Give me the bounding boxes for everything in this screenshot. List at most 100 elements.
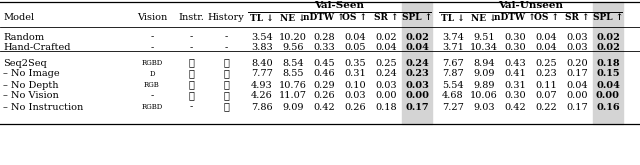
Text: 9.56: 9.56 xyxy=(282,44,304,52)
Text: 0.04: 0.04 xyxy=(405,44,429,52)
Text: 0.25: 0.25 xyxy=(535,59,557,67)
Text: RGB: RGB xyxy=(144,81,160,89)
Text: 10.34: 10.34 xyxy=(470,44,498,52)
Bar xyxy=(593,2,623,124)
Text: 0.04: 0.04 xyxy=(344,33,366,42)
Text: 3.83: 3.83 xyxy=(251,44,273,52)
Text: 11.07: 11.07 xyxy=(279,92,307,100)
Text: 7.87: 7.87 xyxy=(442,69,464,79)
Text: 0.02: 0.02 xyxy=(375,33,397,42)
Text: Instr.: Instr. xyxy=(178,14,204,22)
Text: 0.17: 0.17 xyxy=(566,102,588,112)
Text: – No Vision: – No Vision xyxy=(3,92,59,100)
Text: -: - xyxy=(150,44,154,52)
Text: 0.04: 0.04 xyxy=(596,81,620,89)
Text: 0.15: 0.15 xyxy=(596,69,620,79)
Text: 0.16: 0.16 xyxy=(596,102,620,112)
Text: 7.77: 7.77 xyxy=(251,69,273,79)
Text: NE ↓: NE ↓ xyxy=(280,14,306,22)
Text: 8.40: 8.40 xyxy=(251,59,273,67)
Text: 0.24: 0.24 xyxy=(405,59,429,67)
Text: 10.20: 10.20 xyxy=(279,33,307,42)
Text: ✓: ✓ xyxy=(188,69,194,79)
Text: 0.04: 0.04 xyxy=(566,81,588,89)
Text: 9.09: 9.09 xyxy=(282,102,304,112)
Text: 0.35: 0.35 xyxy=(344,59,366,67)
Text: 0.22: 0.22 xyxy=(535,102,557,112)
Text: 0.25: 0.25 xyxy=(375,59,397,67)
Text: 0.02: 0.02 xyxy=(596,44,620,52)
Text: 10.76: 10.76 xyxy=(279,81,307,89)
Text: 0.18: 0.18 xyxy=(596,59,620,67)
Text: 0.00: 0.00 xyxy=(566,92,588,100)
Text: D: D xyxy=(149,70,155,78)
Text: 0.42: 0.42 xyxy=(313,102,335,112)
Text: 9.51: 9.51 xyxy=(473,33,495,42)
Text: 3.71: 3.71 xyxy=(442,44,464,52)
Text: 0.04: 0.04 xyxy=(535,44,557,52)
Text: 0.00: 0.00 xyxy=(405,92,429,100)
Text: 0.46: 0.46 xyxy=(313,69,335,79)
Text: -: - xyxy=(189,44,193,52)
Text: -: - xyxy=(150,33,154,42)
Text: SR ↑: SR ↑ xyxy=(374,14,398,22)
Text: 0.43: 0.43 xyxy=(504,59,526,67)
Text: 8.94: 8.94 xyxy=(473,59,495,67)
Text: 0.45: 0.45 xyxy=(313,59,335,67)
Text: 0.31: 0.31 xyxy=(344,69,366,79)
Text: -: - xyxy=(225,44,228,52)
Text: Model: Model xyxy=(3,14,34,22)
Text: 0.07: 0.07 xyxy=(535,92,557,100)
Text: TL ↓: TL ↓ xyxy=(250,14,274,22)
Text: 0.02: 0.02 xyxy=(596,33,620,42)
Text: ✓: ✓ xyxy=(223,81,229,89)
Text: 0.26: 0.26 xyxy=(344,102,366,112)
Text: 0.30: 0.30 xyxy=(504,33,526,42)
Text: SR ↑: SR ↑ xyxy=(564,14,589,22)
Text: TL ↓: TL ↓ xyxy=(441,14,465,22)
Text: RGBD: RGBD xyxy=(141,59,163,67)
Text: SPL ↑: SPL ↑ xyxy=(402,14,432,22)
Text: 0.03: 0.03 xyxy=(566,44,588,52)
Text: 9.89: 9.89 xyxy=(473,81,495,89)
Text: -: - xyxy=(189,33,193,42)
Text: 0.42: 0.42 xyxy=(504,102,526,112)
Text: 4.93: 4.93 xyxy=(251,81,273,89)
Text: Val-Seen: Val-Seen xyxy=(314,1,365,11)
Text: 0.23: 0.23 xyxy=(405,69,429,79)
Text: 9.03: 9.03 xyxy=(473,102,495,112)
Text: 8.54: 8.54 xyxy=(282,59,304,67)
Text: 0.00: 0.00 xyxy=(375,92,397,100)
Text: – No Instruction: – No Instruction xyxy=(3,102,83,112)
Text: 0.04: 0.04 xyxy=(535,33,557,42)
Text: – No Image: – No Image xyxy=(3,69,60,79)
Text: 0.30: 0.30 xyxy=(504,44,526,52)
Text: 0.17: 0.17 xyxy=(566,69,588,79)
Text: History: History xyxy=(207,14,244,22)
Text: 0.03: 0.03 xyxy=(375,81,397,89)
Text: SPL ↑: SPL ↑ xyxy=(593,14,623,22)
Text: Random: Random xyxy=(3,33,44,42)
Text: OS ↑: OS ↑ xyxy=(342,14,367,22)
Text: Seq2Seq: Seq2Seq xyxy=(3,59,47,67)
Text: 0.33: 0.33 xyxy=(313,44,335,52)
Text: Vision: Vision xyxy=(137,14,167,22)
Text: Val-Unseen: Val-Unseen xyxy=(498,1,563,11)
Text: 0.17: 0.17 xyxy=(405,102,429,112)
Text: 7.27: 7.27 xyxy=(442,102,464,112)
Text: 0.18: 0.18 xyxy=(375,102,397,112)
Text: 5.54: 5.54 xyxy=(442,81,464,89)
Text: 0.41: 0.41 xyxy=(504,69,526,79)
Text: 8.55: 8.55 xyxy=(282,69,304,79)
Bar xyxy=(402,2,432,124)
Text: 0.11: 0.11 xyxy=(535,81,557,89)
Text: 0.00: 0.00 xyxy=(596,92,620,100)
Text: NE ↓: NE ↓ xyxy=(471,14,497,22)
Text: 0.03: 0.03 xyxy=(405,81,429,89)
Text: ✓: ✓ xyxy=(223,102,229,112)
Text: 0.05: 0.05 xyxy=(344,44,365,52)
Text: 0.26: 0.26 xyxy=(313,92,335,100)
Text: Hand-Crafted: Hand-Crafted xyxy=(3,44,70,52)
Text: 0.20: 0.20 xyxy=(566,59,588,67)
Text: 7.86: 7.86 xyxy=(251,102,273,112)
